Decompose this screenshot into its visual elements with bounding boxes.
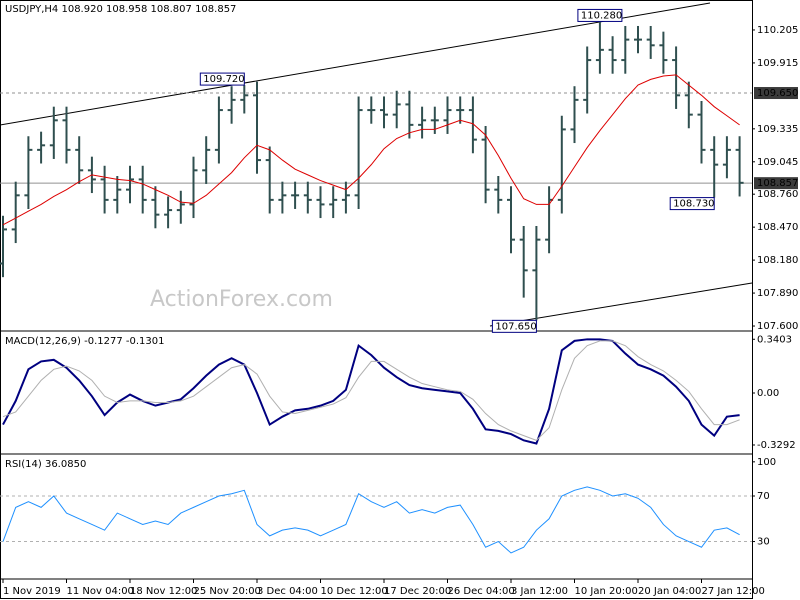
y-tick-label: 100 [757, 457, 776, 468]
annotation-box [491, 319, 537, 333]
y-tick-label: 109.915 [757, 58, 798, 69]
y-tick-label: 0.00 [757, 388, 779, 399]
y-tick-label: 108.470 [757, 222, 798, 233]
price-label: 108.857 [757, 178, 798, 189]
x-tick-label: 10 Jan 20:00 [575, 586, 638, 597]
y-tick-label: 107.600 [757, 321, 798, 332]
chart-title: USDJPY,H4 108.920 108.958 108.807 108.85… [5, 4, 236, 15]
annotation-box [669, 197, 715, 211]
y-tick-label: 110.205 [757, 25, 798, 36]
frame [0, 0, 753, 599]
annotation-label: 110.280 [581, 10, 622, 21]
y-tick-label: -0.3292 [757, 440, 796, 451]
x-tick-label: 1 Nov 2019 [3, 586, 61, 597]
trend-line [0, 2, 711, 126]
x-tick-label: 18 Nov 12:00 [130, 586, 197, 597]
annotation-box [199, 72, 245, 86]
price-label: 109.650 [757, 88, 798, 99]
trend-line [489, 282, 753, 327]
y-tick-label: 70 [757, 491, 770, 502]
price-label-box [754, 87, 798, 100]
y-tick-label: 108.180 [757, 255, 798, 266]
x-tick-label: 3 Jan 12:00 [511, 586, 568, 597]
y-tick-label: 107.890 [757, 288, 798, 299]
indicator-line [2, 486, 740, 554]
watermark: ActionForex.com [150, 287, 333, 312]
indicator-line [2, 340, 740, 441]
y-tick-label: 109.045 [757, 157, 798, 168]
x-tick-label: 26 Dec 04:00 [448, 586, 515, 597]
x-tick-label: 25 Nov 20:00 [194, 586, 261, 597]
x-tick-label: 27 Jan 12:00 [702, 586, 765, 597]
panel-title: RSI(14) 36.0850 [5, 459, 86, 470]
annotation-label: 107.650 [495, 321, 536, 332]
x-tick-label: 17 Dec 20:00 [384, 586, 451, 597]
annotation-label: 109.720 [203, 74, 244, 85]
indicator-line [2, 338, 740, 445]
y-tick-label: 109.335 [757, 124, 798, 135]
annotation-box [577, 8, 623, 22]
y-tick-label: 0.3403 [757, 334, 792, 345]
y-tick-label: 30 [757, 537, 770, 548]
x-tick-label: 20 Jan 04:00 [638, 586, 701, 597]
panel-title: MACD(12,26,9) -0.1277 -0.1301 [5, 336, 165, 347]
x-tick-label: 3 Dec 04:00 [257, 586, 318, 597]
x-tick-label: 10 Dec 12:00 [321, 586, 388, 597]
price-label-box [754, 177, 798, 190]
y-tick-label: 108.760 [757, 189, 798, 200]
annotation-label: 108.730 [673, 199, 714, 210]
moving-average [2, 74, 740, 226]
x-tick-label: 11 Nov 04:00 [67, 586, 134, 597]
